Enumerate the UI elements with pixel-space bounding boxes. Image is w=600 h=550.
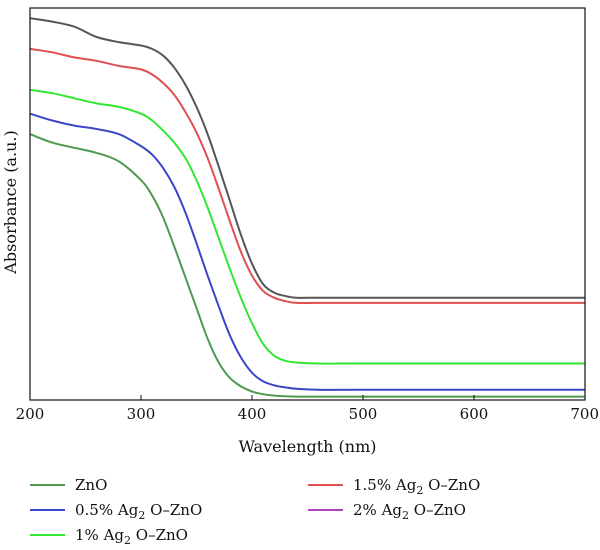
x-tick-label: 400 [238,405,267,423]
y-axis-title: Absorbance (a.u.) [1,130,20,274]
x-tick-label: 500 [349,405,378,423]
legend-label: 0.5% Ag2 O–ZnO [75,501,202,522]
series-layer [29,17,586,398]
x-tick-label: 600 [460,405,489,423]
series-line-1 [29,133,586,398]
series-line-2 [29,112,585,391]
legend-label: 1% Ag2 O–ZnO [75,526,188,547]
plot-frame [29,7,586,401]
x-tick-label: 300 [127,405,156,423]
legend-label: 2% Ag2 O–ZnO [353,501,466,522]
series-line-3 [29,88,585,365]
series-line-5 [29,17,585,299]
legend-label: 1.5% Ag2 O–ZnO [353,476,480,497]
x-tick-label: 200 [16,405,45,423]
x-axis-title: Wavelength (nm) [238,437,376,456]
legend: ZnO 0.5% Ag2 O–ZnO 1% Ag2 O–ZnO 1.5% Ag2 O–… [30,476,480,547]
x-axis: 200 300 400 500 600 700 [16,395,599,423]
legend-label: ZnO [75,476,107,494]
x-tick-label: 700 [570,405,599,423]
series-line-4 [29,47,585,304]
